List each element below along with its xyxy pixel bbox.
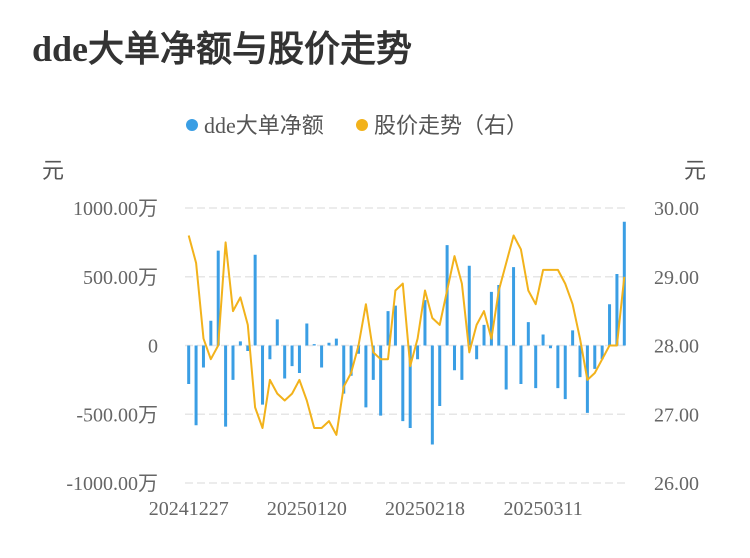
- dde-bar: [268, 345, 272, 360]
- right-tick-label: 26.00: [654, 473, 699, 495]
- dde-bar: [342, 345, 346, 394]
- dde-bar: [548, 345, 552, 349]
- left-tick-label: -1000.00万: [66, 473, 158, 495]
- dde-bar: [556, 345, 560, 389]
- dde-bar: [482, 324, 486, 346]
- dde-bar: [201, 345, 205, 368]
- dde-bar: [261, 345, 265, 405]
- dde-bar: [357, 345, 361, 354]
- dde-bar: [423, 300, 427, 346]
- dde-bar: [438, 345, 442, 406]
- left-tick-label: -500.00万: [76, 404, 158, 426]
- dde-bar: [216, 250, 220, 346]
- dde-bar: [209, 320, 213, 346]
- dde-bar: [297, 345, 301, 373]
- x-tick-label: 20250218: [385, 498, 465, 520]
- dde-bar: [512, 267, 516, 346]
- price-line: [187, 234, 626, 436]
- right-tick-label: 29.00: [654, 267, 699, 289]
- dde-bar: [327, 342, 331, 346]
- legend-price-label: 股价走势（右）: [374, 113, 528, 138]
- dde-bar: [305, 323, 309, 346]
- dde-bar: [489, 291, 493, 346]
- dde-bar: [386, 311, 390, 346]
- x-tick-label: 20250311: [503, 498, 582, 520]
- dde-bar: [253, 254, 257, 346]
- dde-bar: [312, 344, 316, 346]
- dde-bar: [224, 345, 228, 427]
- legend-dde-label: dde大单净额: [204, 113, 324, 138]
- dde-bar: [430, 345, 434, 445]
- dde-bar: [460, 345, 464, 380]
- dde-bar: [275, 319, 279, 346]
- dde-bar: [393, 305, 397, 346]
- grid-lines: [185, 207, 628, 484]
- dde-bar: [563, 345, 567, 400]
- dde-bar: [187, 345, 191, 384]
- dde-bar: [467, 265, 471, 346]
- dde-bar: [497, 285, 501, 346]
- dde-bar: [194, 345, 198, 426]
- dde-bar: [571, 330, 575, 346]
- dde-bar: [519, 345, 523, 384]
- dde-bar: [416, 345, 420, 360]
- dde-bar: [379, 345, 383, 416]
- dde-bar: [320, 345, 324, 368]
- legend: dde大单净额 股价走势（右）: [186, 113, 528, 138]
- dde-bar: [231, 345, 235, 380]
- dde-bar: [534, 345, 538, 389]
- dde-bar: [578, 345, 582, 378]
- dde-bar: [283, 345, 287, 379]
- dde-bar: [290, 345, 294, 367]
- page-title: dde大单净额与股价走势: [32, 29, 413, 69]
- dde-bar: [475, 345, 479, 360]
- left-tick-label: 500.00万: [83, 267, 158, 289]
- right-axis-unit: 元: [684, 158, 706, 183]
- x-axis-ticks: 20241227 20250120 20250218 20250311: [149, 498, 583, 520]
- left-tick-label: 1000.00万: [73, 198, 158, 220]
- left-axis-ticks: 1000.00万 500.00万 0 -500.00万 -1000.00万: [66, 198, 158, 495]
- dde-bar: [600, 345, 604, 360]
- dde-bar: [334, 338, 338, 346]
- dde-bar: [238, 341, 242, 346]
- dde-bar: [608, 304, 612, 346]
- right-tick-label: 30.00: [654, 198, 699, 220]
- dde-bar: [452, 345, 456, 371]
- dde-bar: [445, 245, 449, 346]
- dde-bar: [541, 334, 545, 346]
- dde-bar: [615, 274, 619, 346]
- dde-bar: [401, 345, 405, 422]
- left-tick-label: 0: [148, 336, 158, 358]
- dde-bar: [408, 345, 412, 428]
- dde-bar: [364, 345, 368, 408]
- dde-bar: [593, 345, 597, 369]
- dde-bar: [526, 322, 530, 346]
- right-axis-ticks: 30.00 29.00 28.00 27.00 26.00: [654, 198, 699, 495]
- dde-bar: [371, 345, 375, 380]
- dde-bar: [504, 345, 508, 390]
- x-tick-label: 20250120: [267, 498, 347, 520]
- left-axis-unit: 元: [42, 158, 64, 183]
- legend-dde-marker: [186, 119, 198, 131]
- legend-price-marker: [356, 119, 368, 131]
- right-tick-label: 27.00: [654, 404, 699, 426]
- dde-bar: [246, 345, 250, 351]
- dde-bar: [349, 345, 353, 376]
- right-tick-label: 28.00: [654, 336, 699, 358]
- x-tick-label: 20241227: [149, 498, 229, 520]
